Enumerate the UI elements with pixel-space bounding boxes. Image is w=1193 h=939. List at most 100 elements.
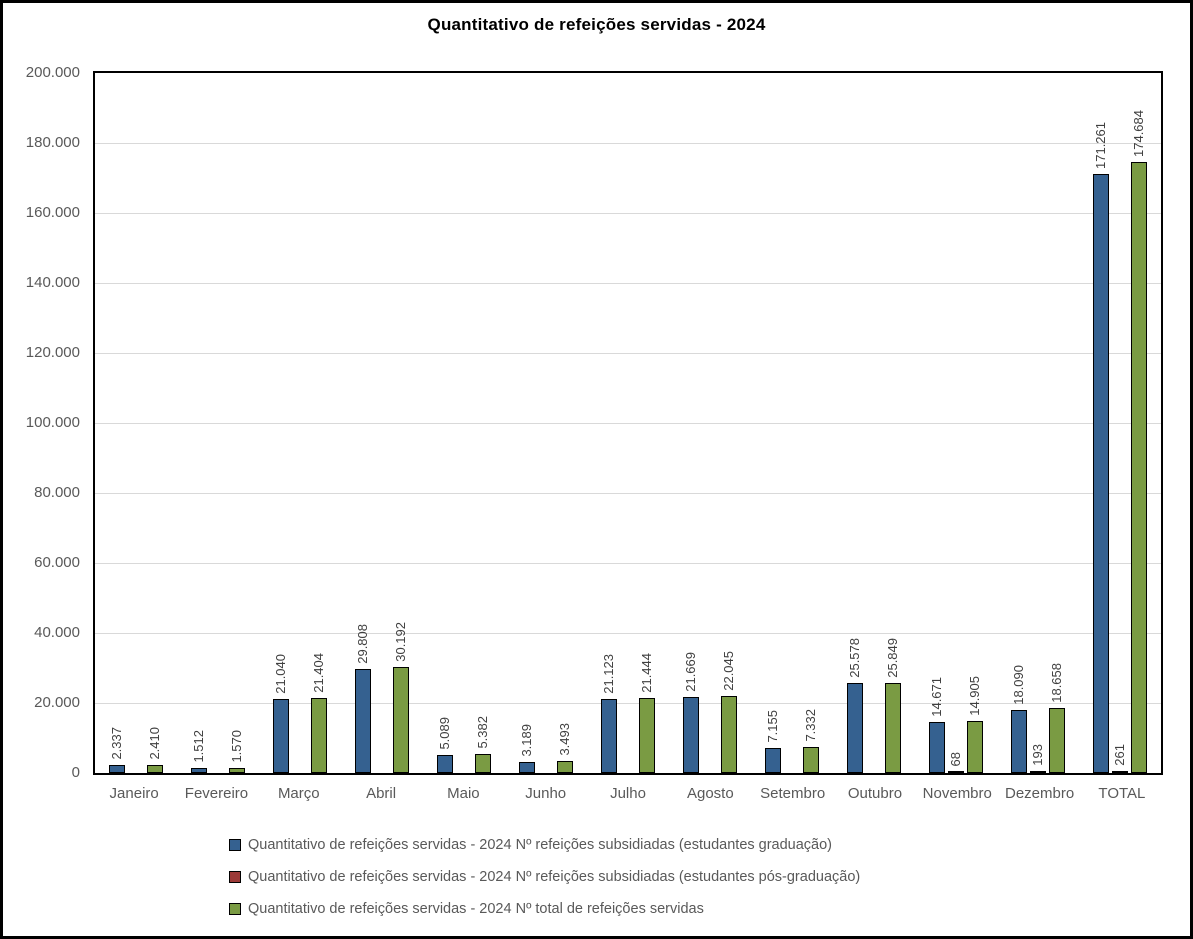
legend-item-graduacao: Quantitativo de refeições servidas - 202… <box>229 836 860 854</box>
bar <box>803 747 819 773</box>
x-axis-category-label: TOTAL <box>1098 785 1146 802</box>
legend-item-pos-graduacao: Quantitativo de refeições servidas - 202… <box>229 868 860 886</box>
plot-area: 2.337 2.410 1.512 1.570 21.040 21.404 29.808 30… <box>95 73 1161 773</box>
bar <box>519 762 535 773</box>
bar <box>967 721 983 773</box>
bar <box>885 683 901 773</box>
bar <box>765 748 781 773</box>
bar-value-label: 5.382 <box>475 716 490 749</box>
bar <box>273 699 289 773</box>
bar-value-label: 14.905 <box>967 676 982 716</box>
bar-value-label: 261 <box>1112 744 1127 766</box>
bar <box>639 698 655 773</box>
legend-marker-blue-square-icon <box>229 839 241 851</box>
bar-value-label: 193 <box>1030 744 1045 766</box>
legend: Quantitativo de refeições servidas - 202… <box>229 836 860 932</box>
legend-item-total: Quantitativo de refeições servidas - 202… <box>229 900 860 918</box>
x-axis-category-label: Janeiro <box>109 785 159 802</box>
bar-value-label: 18.658 <box>1049 663 1064 703</box>
bar-value-label: 25.849 <box>885 638 900 678</box>
bar <box>109 765 125 773</box>
bar-value-label: 1.512 <box>191 730 206 763</box>
bar <box>355 669 371 773</box>
x-axis-category-label: Fevereiro <box>184 785 249 802</box>
bar <box>847 683 863 773</box>
gridline <box>95 703 1161 704</box>
gridline <box>95 633 1161 634</box>
y-axis-tick-label: 120.000 <box>25 344 80 361</box>
y-axis-tick-label: 160.000 <box>25 204 80 221</box>
gridline <box>95 353 1161 354</box>
bar <box>1112 771 1128 773</box>
x-axis-category-label: Abril <box>366 785 397 802</box>
bar-value-label: 7.155 <box>765 710 780 743</box>
bar <box>1093 174 1109 773</box>
x-axis-category-label: Maio <box>447 785 480 802</box>
bar-value-label: 14.671 <box>929 677 944 717</box>
y-axis-tick-label: 20.000 <box>34 694 80 711</box>
y-axis-tick-label: 100.000 <box>25 414 80 431</box>
bar-value-label: 5.089 <box>437 717 452 750</box>
legend-label: Quantitativo de refeições servidas - 202… <box>248 837 833 853</box>
bar <box>557 761 573 773</box>
bar <box>475 754 491 773</box>
bar <box>393 667 409 773</box>
bar <box>601 699 617 773</box>
bar-value-label: 1.570 <box>229 730 244 763</box>
bar-value-label: 171.261 <box>1093 122 1108 169</box>
y-axis-tick-label: 80.000 <box>34 484 80 501</box>
bar-value-label: 68 <box>948 751 963 766</box>
x-axis-category-label: Novembro <box>922 785 992 802</box>
bar-value-label: 21.040 <box>273 654 288 694</box>
y-axis-tick-label: 180.000 <box>25 134 80 151</box>
bar-value-label: 2.410 <box>147 727 162 760</box>
bar <box>229 768 245 773</box>
x-axis-category-label: Agosto <box>686 785 734 802</box>
gridline <box>95 143 1161 144</box>
gridline <box>95 283 1161 284</box>
gridline <box>95 423 1161 424</box>
bar-value-label: 18.090 <box>1011 665 1026 705</box>
bar <box>929 722 945 773</box>
bar <box>1011 710 1027 773</box>
legend-marker-green-square-icon <box>229 903 241 915</box>
bar-value-label: 2.337 <box>109 727 124 760</box>
x-axis-category-label: Setembro <box>760 785 826 802</box>
y-axis-tick-label: 200.000 <box>25 64 80 81</box>
x-axis: Janeiro Fevereiro Março Abril Maio Junho Julho… <box>93 785 1163 805</box>
y-axis-tick-label: 40.000 <box>34 624 80 641</box>
bar-value-label: 3.493 <box>557 723 572 756</box>
bar-value-label: 21.669 <box>683 652 698 692</box>
bar-value-label: 7.332 <box>803 709 818 742</box>
bar <box>191 768 207 773</box>
gridline <box>95 213 1161 214</box>
x-axis-category-label: Julho <box>610 785 646 802</box>
bar <box>1131 162 1147 773</box>
bar <box>311 698 327 773</box>
bar-value-label: 3.189 <box>519 724 534 757</box>
bar-value-label: 22.045 <box>721 651 736 691</box>
bar <box>1030 771 1046 773</box>
legend-marker-red-square-icon <box>229 871 241 883</box>
legend-label: Quantitativo de refeições servidas - 202… <box>248 869 861 885</box>
bar-value-label: 30.192 <box>393 622 408 662</box>
x-axis-category-label: Março <box>277 785 320 802</box>
bar <box>721 696 737 773</box>
bar <box>437 755 453 773</box>
gridline <box>95 563 1161 564</box>
x-axis-category-label: Dezembro <box>1004 785 1075 802</box>
bar-value-label: 21.123 <box>601 654 616 694</box>
bar-value-label: 174.684 <box>1131 110 1146 157</box>
bar-value-label: 21.444 <box>639 653 654 693</box>
x-axis-category-label: Junho <box>525 785 567 802</box>
bar-value-label: 29.808 <box>355 624 370 664</box>
bar <box>147 765 163 773</box>
gridline <box>95 493 1161 494</box>
legend-label: Quantitativo de refeições servidas - 202… <box>248 901 704 917</box>
bar-value-label: 21.404 <box>311 653 326 693</box>
bar <box>683 697 699 773</box>
y-axis: 0 20.000 40.000 60.000 80.000 100.000 120.000 1… <box>0 64 80 781</box>
bar <box>1049 708 1065 773</box>
y-axis-tick-label: 0 <box>71 764 80 781</box>
bar <box>948 771 964 773</box>
